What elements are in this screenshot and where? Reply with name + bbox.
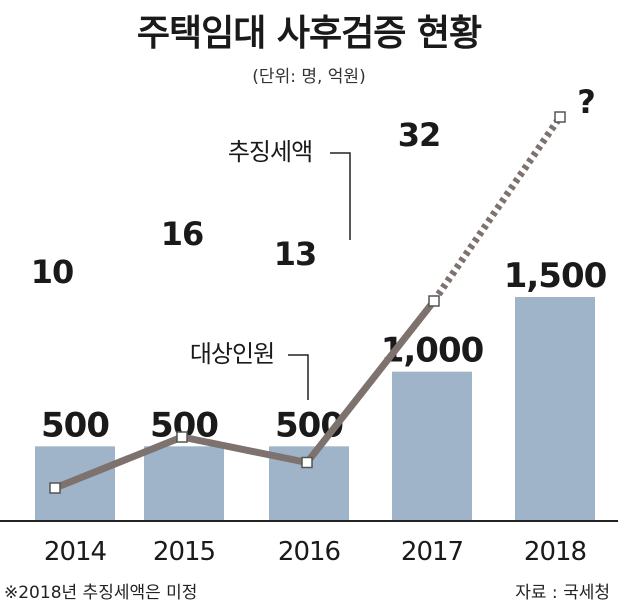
series-label-추징세액: 추징세액 xyxy=(228,138,312,166)
series-callout-line-추징세액 xyxy=(330,152,351,240)
line-point-2014 xyxy=(49,482,61,494)
footnote: ※2018년 추징세액은 미정 xyxy=(4,583,198,603)
unit-label: (단위: 명, 억원) xyxy=(252,67,366,87)
bar-value-label-2014: 500 xyxy=(41,405,109,445)
series-line-projection xyxy=(431,115,563,303)
x-tick-label-2015: 2015 xyxy=(153,537,215,567)
series-callout-line-대상인원 xyxy=(288,354,309,400)
x-tick-label-2016: 2016 xyxy=(278,537,340,567)
bar-2017 xyxy=(392,371,472,521)
x-tick-label-2018: 2018 xyxy=(524,537,586,567)
line-value-label-2014: 10 xyxy=(31,253,74,291)
bar-2018 xyxy=(515,297,595,521)
source-label: 자료 : 국세청 xyxy=(515,583,610,603)
x-tick-label-2014: 2014 xyxy=(44,537,107,567)
line-value-label-2015: 16 xyxy=(161,215,204,253)
line-value-label-2016: 13 xyxy=(274,235,317,273)
chart-title: 주택임대 사후검증 현황 xyxy=(136,13,482,54)
line-point-2018 xyxy=(554,111,566,123)
line-value-label-2017: 32 xyxy=(398,116,441,154)
series-line-추징세액 xyxy=(53,298,437,492)
series-label-대상인원: 대상인원 xyxy=(190,340,274,368)
bar-value-label-2018: 1,500 xyxy=(504,256,607,296)
bar-2015 xyxy=(144,446,224,521)
line-value-label-2018: ? xyxy=(577,83,595,121)
x-tick-label-2017: 2017 xyxy=(401,537,463,567)
line-point-2015 xyxy=(176,431,188,443)
line-point-2017 xyxy=(428,295,440,307)
line-point-2016 xyxy=(301,456,313,469)
